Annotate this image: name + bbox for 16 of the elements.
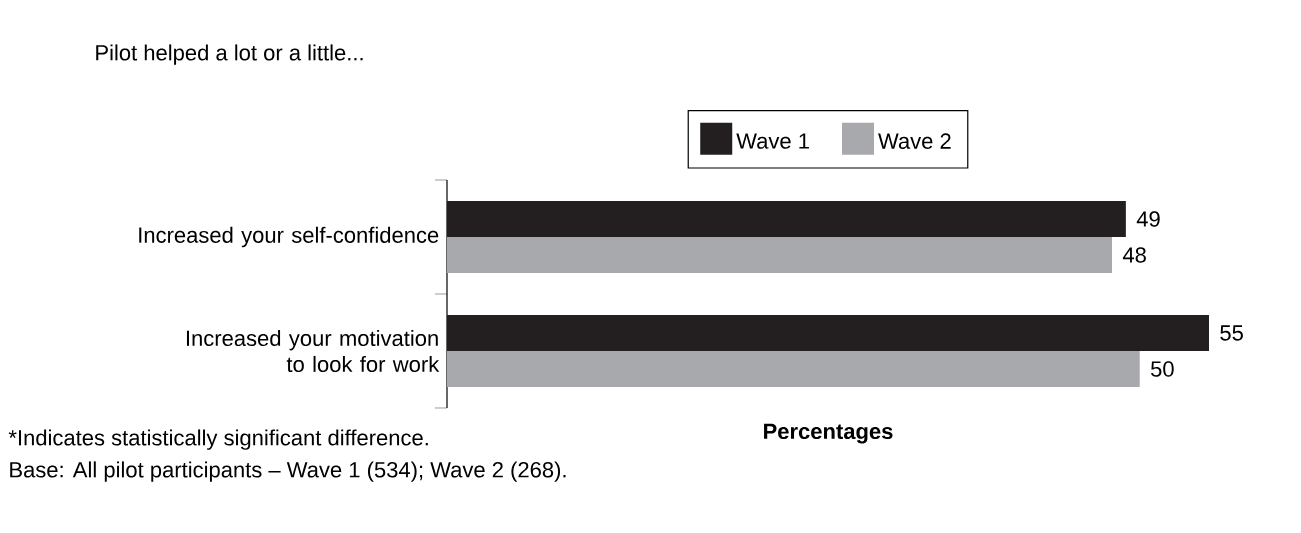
x-axis-title: Percentages: [764, 423, 893, 444]
bar: [447, 200, 1126, 237]
text: *Indicates statistically significant difference.: [8, 429, 428, 450]
data-label: 55: [1220, 325, 1243, 341]
y-tick-label: Increased your self-confidence: [139, 226, 439, 248]
text: Base: All pilot participants – Wave 1 (534); Wave 2 (268).: [10, 461, 566, 482]
text: Pilot helped a lot or a little...: [96, 44, 363, 65]
data-label: 48: [1122, 247, 1146, 263]
legend-label: Wave 1: [736, 133, 809, 149]
data-label: 50: [1151, 361, 1174, 377]
bar: [447, 314, 1209, 351]
data-label: 49: [1136, 211, 1160, 227]
y-tick-label: Increased your motivation to look for work: [186, 329, 440, 373]
legend-label: Wave 2: [878, 133, 951, 149]
bar: [447, 236, 1113, 273]
bar: [447, 350, 1140, 387]
